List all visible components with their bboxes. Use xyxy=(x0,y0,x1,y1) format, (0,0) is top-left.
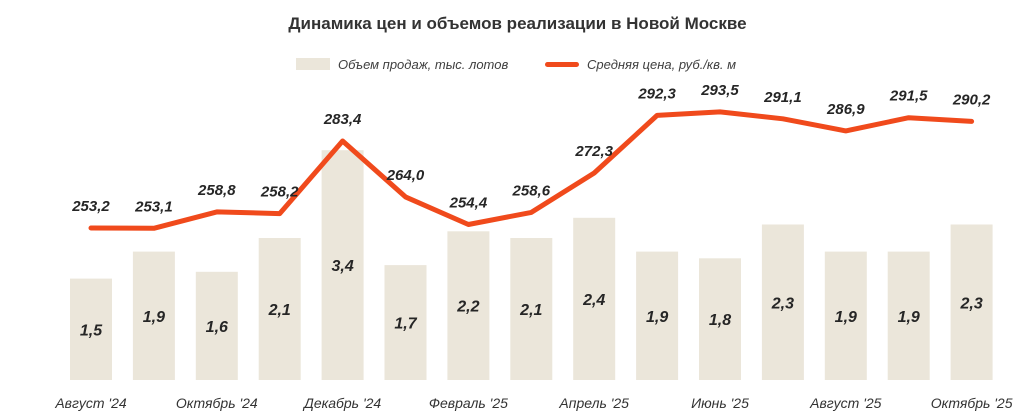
volume-label: 1,5 xyxy=(80,322,103,339)
volume-bar xyxy=(195,271,238,380)
volume-bar xyxy=(887,251,930,380)
price-label: 258,8 xyxy=(197,182,236,199)
x-tick-label: Апрель '25 xyxy=(558,395,629,411)
volume-label: 1,8 xyxy=(709,312,731,329)
price-label: 291,1 xyxy=(763,89,802,106)
volume-label: 1,9 xyxy=(898,309,920,326)
price-label: 286,9 xyxy=(826,101,865,118)
legend-swatch-price xyxy=(545,61,579,67)
volume-bar xyxy=(636,251,679,380)
volume-label: 2,3 xyxy=(959,295,982,312)
price-label: 253,2 xyxy=(71,198,110,215)
chart-title: Динамика цен и объемов реализации в Ново… xyxy=(288,14,747,33)
price-label: 291,5 xyxy=(889,88,928,105)
volume-label: 2,3 xyxy=(771,295,794,312)
x-tick-label: Август '25 xyxy=(809,395,882,411)
volume-label: 2,2 xyxy=(456,299,479,316)
x-tick-label: Июнь '25 xyxy=(691,395,749,411)
legend-label-volume: Объем продаж, тыс. лотов xyxy=(338,56,509,72)
volume-label: 2,4 xyxy=(582,292,605,309)
volume-label: 1,9 xyxy=(143,309,165,326)
volume-label: 3,4 xyxy=(331,258,353,275)
price-label: 293,5 xyxy=(700,82,739,99)
price-label: 272,3 xyxy=(574,143,613,160)
legend: Объем продаж, тыс. лотов Средняя цена, р… xyxy=(0,52,1035,76)
price-label: 258,6 xyxy=(512,182,551,199)
x-tick-label: Август '24 xyxy=(54,395,127,411)
volume-bar xyxy=(447,231,490,380)
volume-bar xyxy=(70,278,112,380)
volume-bar xyxy=(824,251,867,380)
volume-label: 1,9 xyxy=(835,309,857,326)
price-label: 253,1 xyxy=(134,198,173,215)
x-tick-label: Октябрь '25 xyxy=(931,395,1013,411)
volume-bar xyxy=(321,150,364,380)
volume-label: 2,1 xyxy=(519,302,542,319)
volume-label: 1,7 xyxy=(394,316,417,333)
price-line xyxy=(88,109,975,231)
x-tick-label: Декабрь '24 xyxy=(302,395,381,411)
price-label: 283,4 xyxy=(323,111,362,128)
volume-bar xyxy=(384,265,427,380)
legend-item-volume: Объем продаж, тыс. лотов xyxy=(296,52,508,76)
legend-label-price: Средняя цена, руб./кв. м xyxy=(587,56,736,72)
price-label: 264,0 xyxy=(386,167,425,184)
volume-bar xyxy=(573,217,616,380)
x-tick-label: Февраль '25 xyxy=(429,395,508,411)
price-label: 254,4 xyxy=(449,195,488,212)
volume-label: 1,9 xyxy=(646,309,668,326)
volume-label: 2,1 xyxy=(268,302,291,319)
volume-bar xyxy=(950,224,993,380)
price-label: 292,3 xyxy=(637,85,676,102)
volume-bar xyxy=(761,224,804,380)
legend-item-price: Средняя цена, руб./кв. м xyxy=(545,52,736,76)
volume-bar xyxy=(132,251,175,380)
price-label: 290,2 xyxy=(952,91,991,108)
price-label: 258,2 xyxy=(260,184,299,201)
x-tick-label: Октябрь '24 xyxy=(176,395,258,411)
volume-bar xyxy=(699,258,741,380)
volume-label: 1,6 xyxy=(206,319,228,336)
volume-bar xyxy=(258,238,301,380)
legend-swatch-volume xyxy=(296,58,330,70)
volume-bar xyxy=(510,238,553,380)
